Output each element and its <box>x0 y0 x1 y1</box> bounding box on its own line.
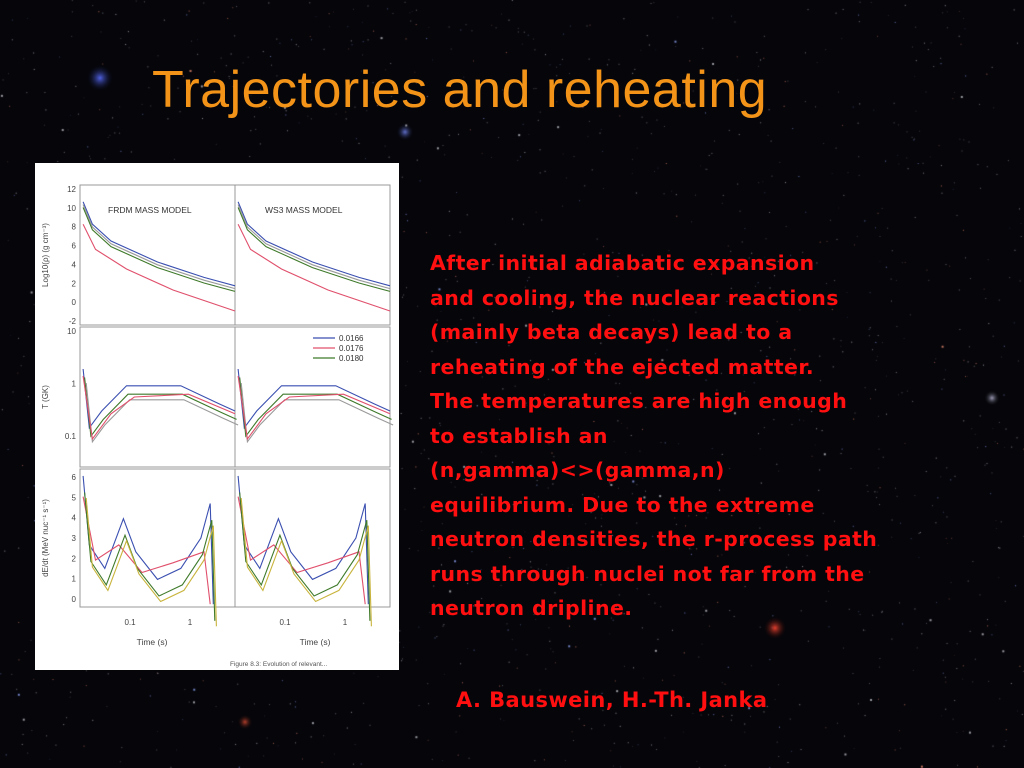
temperature-curve <box>82 368 236 430</box>
y-axis-label: Log10(ρ) (g cm⁻³) <box>41 223 50 287</box>
density-curve <box>237 223 391 312</box>
y-tick-label: 3 <box>72 534 77 543</box>
figure-caption: Figure 8.3: Evolution of relevant... <box>230 661 327 668</box>
y-axis-label: T (GK) <box>41 385 50 409</box>
figure-plot: FRDM MASS MODEL WS3 MASS MODEL 0.01660.017… <box>41 184 394 668</box>
y-tick-label: 2 <box>72 554 77 563</box>
x-tick-label: 1 <box>188 618 193 627</box>
y-tick-label: 1 <box>72 380 77 389</box>
heating-curve <box>240 497 372 627</box>
y-tick-label: 0.1 <box>65 432 77 441</box>
text-line: to establish an <box>430 423 608 448</box>
x-axis-label: Time (s) <box>300 637 331 647</box>
heating-curve <box>82 475 214 605</box>
trajectory-figure: FRDM MASS MODEL WS3 MASS MODEL 0.0166 0.017… <box>35 163 399 670</box>
panel-frame <box>79 326 236 468</box>
text-line: After initial adiabatic expansion <box>430 251 815 275</box>
density-curve <box>237 204 391 290</box>
x-axis-label: Time (s) <box>137 637 168 647</box>
density-curve <box>82 204 236 290</box>
y-tick-label: 1 <box>72 575 77 584</box>
slide-body-text: After initial adiabatic expansion and co… <box>430 246 1020 626</box>
x-tick-label: 0.1 <box>124 618 136 627</box>
y-tick-label: 10 <box>67 327 76 336</box>
y-tick-label: 8 <box>72 223 77 232</box>
slide-title: Trajectories and reheating <box>152 61 768 119</box>
density-curve <box>237 201 391 287</box>
text-line: neutron dripline. <box>430 596 633 620</box>
heating-curve <box>237 496 366 605</box>
panel-frame <box>234 184 391 326</box>
text-line: runs through nuclei not far from the <box>430 561 865 586</box>
y-axis-label: dE/dt (MeV nuc⁻¹ s⁻¹) <box>41 499 50 577</box>
text-line: (n,gamma)<>(gamma,n) <box>430 458 725 482</box>
y-tick-label: 5 <box>72 493 77 502</box>
y-tick-label: 0 <box>72 298 77 307</box>
y-tick-label: -2 <box>69 317 77 326</box>
heating-curve <box>237 475 369 605</box>
text-line: equilibrium. Due to the extreme <box>430 492 815 517</box>
heating-curve <box>82 496 211 605</box>
text-line: neutron densities, the r-process path <box>430 527 878 551</box>
y-tick-label: 6 <box>72 242 77 251</box>
temperature-curve <box>82 375 236 441</box>
panel-title: FRDM MASS MODEL <box>108 205 192 215</box>
temperature-curve <box>84 377 237 438</box>
density-curve <box>82 223 236 312</box>
panel-title: WS3 MASS MODEL <box>265 205 343 215</box>
text-line: The temperatures are high enough <box>430 389 848 413</box>
author-credit: A. Bauswein, H.-Th. Janka <box>456 688 768 712</box>
temperature-curve <box>237 368 391 430</box>
panel-frame <box>234 326 391 468</box>
temperature-curve <box>85 382 239 444</box>
heating-curve <box>239 492 371 621</box>
y-tick-label: 4 <box>72 260 77 269</box>
y-tick-label: 6 <box>72 473 77 482</box>
text-line: reheating of the ejected matter. <box>430 354 815 379</box>
y-tick-label: 2 <box>72 279 77 288</box>
x-tick-label: 1 <box>343 618 348 627</box>
temperature-curve <box>240 382 394 444</box>
density-curve <box>82 207 236 292</box>
x-tick-label: 0.1 <box>279 618 291 627</box>
y-tick-label: 12 <box>67 185 76 194</box>
y-tick-label: 4 <box>72 514 77 523</box>
density-curve <box>82 201 236 287</box>
text-line: and cooling, the nuclear reactions <box>430 285 839 310</box>
density-curve <box>237 207 391 292</box>
temperature-curve <box>237 375 391 441</box>
text-line: (mainly beta decays) lead to a <box>430 320 793 344</box>
legend-label: 0.0176 <box>339 344 364 353</box>
y-tick-label: 0 <box>72 595 77 604</box>
panel-frame <box>234 468 391 608</box>
legend-label: 0.0180 <box>339 354 364 363</box>
temperature-curve <box>239 377 392 438</box>
y-tick-label: 10 <box>67 204 76 213</box>
heating-curve <box>85 497 217 627</box>
heating-curve <box>84 492 216 621</box>
legend-label: 0.0166 <box>339 334 364 343</box>
